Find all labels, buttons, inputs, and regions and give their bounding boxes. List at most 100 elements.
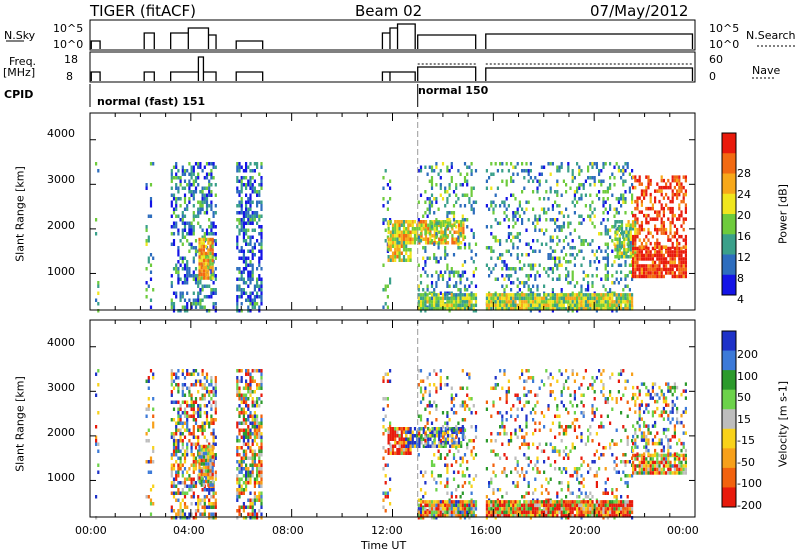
data-cell [145,242,148,246]
data-cell [396,448,399,452]
data-cell [492,400,495,404]
data-cell [584,300,587,304]
data-cell [441,507,445,511]
data-cell [247,179,250,183]
data-cell [543,300,546,304]
data-cell [614,234,617,238]
data-cell [258,260,261,264]
data-cell [214,204,217,208]
data-cell [587,176,590,180]
data-cell [532,300,535,304]
data-cell [247,474,250,478]
data-cell [177,481,180,485]
data-cell [609,303,612,308]
data-cell [510,414,513,418]
data-cell [209,255,212,259]
data-cell [152,372,155,376]
data-cell [571,446,574,450]
data-cell [440,444,443,448]
data-cell [507,204,510,208]
data-cell [417,288,420,292]
data-cell [501,200,504,204]
data-cell [560,303,563,308]
data-cell [210,225,213,229]
data-cell [591,239,594,243]
data-cell [501,162,504,166]
data-cell [463,514,467,518]
data-cell [503,218,506,222]
data-cell [251,235,254,239]
data-cell [413,227,417,231]
data-cell [591,296,594,301]
data-cell [251,214,254,218]
data-cell [620,277,623,281]
data-cell [468,397,471,401]
data-cell [529,376,532,380]
data-cell [190,274,193,278]
data-cell [656,213,659,218]
data-cell [427,241,430,245]
data-cell [256,277,259,281]
data-cell [444,303,447,308]
data-cell [505,263,508,267]
data-cell [462,223,465,227]
data-cell [192,165,195,169]
data-cell [398,451,401,455]
data-cell [438,237,441,241]
data-cell [573,303,576,308]
data-cell [565,467,568,471]
data-cell [457,230,461,234]
data-cell [236,277,239,281]
data-cell [617,281,620,285]
data-cell [197,281,200,285]
data-cell [593,293,596,297]
data-cell [197,379,200,383]
data-cell [576,200,579,204]
data-cell [446,414,449,418]
data-cell [448,307,451,311]
data-cell [609,228,612,232]
data-cell [396,230,399,234]
data-cell [673,246,676,251]
data-cell [494,307,497,311]
data-cell [384,169,387,173]
data-cell [435,390,438,394]
data-cell [199,225,202,229]
data-cell [247,477,250,481]
data-cell [558,204,561,208]
data-cell [525,456,528,460]
data-cell [149,488,153,492]
data-cell [474,309,478,313]
data-cell [556,303,559,308]
data-cell [202,458,205,463]
data-cell [147,379,150,383]
data-cell [202,248,205,252]
data-cell [236,190,239,194]
data-cell [540,484,543,488]
data-cell [186,404,189,408]
data-cell [554,190,557,194]
data-cell [673,185,676,190]
data-cell [400,244,403,248]
data-cell [472,200,475,204]
data-cell [211,272,214,277]
data-cell [214,211,217,215]
data-cell [620,300,623,304]
data-cell [444,421,447,425]
data-cell [560,400,563,404]
data-cell [419,232,423,236]
data-cell [405,230,408,234]
data-cell [629,234,632,238]
data-cell [598,296,601,301]
data-cell [622,197,625,201]
data-cell [170,505,173,509]
data-cell [459,463,462,467]
data-cell [507,300,510,304]
data-cell [525,491,528,495]
data-cell [627,241,630,245]
data-cell [598,172,601,176]
data-cell [398,244,401,248]
data-cell [444,256,447,260]
data-cell [649,217,652,221]
data-cell [667,267,670,272]
